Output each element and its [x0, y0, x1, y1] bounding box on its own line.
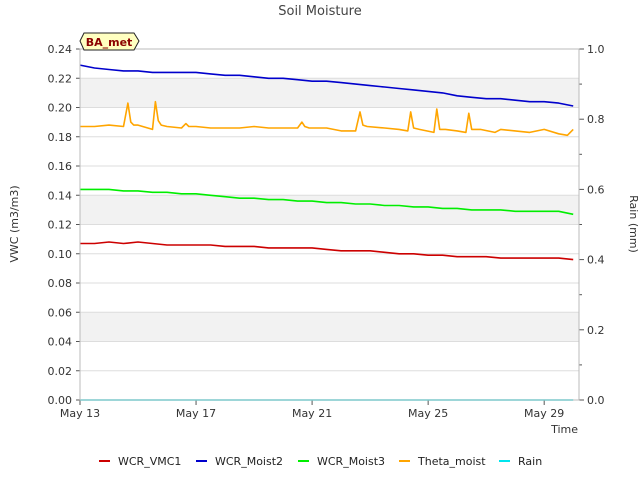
x-tick-label: May 13	[60, 407, 100, 420]
legend-label: WCR_VMC1	[118, 455, 181, 468]
y-tick-label: 0.02	[48, 365, 73, 378]
plot-background-bands	[80, 48, 579, 401]
y-axis-label: VWC (m3/m3)	[8, 185, 21, 262]
y-axis-ticks: 0.00 0.02 0.04 0.06 0.08 0.10 0.12 0.14 0.16 0.18…	[48, 43, 80, 407]
series-lines	[79, 64, 574, 401]
y-tick-label: 0.22	[48, 72, 73, 85]
site-badge-shape	[79, 32, 140, 51]
x-tick-label: May 29	[524, 407, 564, 420]
y2-tick-label: 0.8	[587, 113, 605, 126]
y2-tick-label: 0.6	[587, 183, 605, 196]
y2-tick-label: 0.0	[587, 394, 605, 407]
x-tick-label: May 25	[408, 407, 448, 420]
y-tick-label: 0.12	[48, 219, 73, 232]
y2-tick-label: 0.4	[587, 254, 605, 267]
legend-label: Rain	[518, 455, 542, 468]
y-tick-label: 0.06	[48, 306, 73, 319]
y2-axis-label: Rain (mm)	[627, 195, 640, 253]
y2-tick-label: 0.2	[587, 324, 605, 337]
y-tick-label: 0.08	[48, 277, 73, 290]
legend-label: Theta_moist	[417, 455, 486, 468]
site-badge-label: BA_met	[86, 36, 133, 49]
y-tick-label: 0.18	[48, 131, 73, 144]
site-badge: BA_met	[79, 32, 140, 51]
x-tick-label: May 21	[292, 407, 332, 420]
y-tick-label: 0.00	[48, 394, 73, 407]
chart-title: Soil Moisture	[278, 4, 362, 19]
y-tick-label: 0.16	[48, 160, 73, 173]
series-line-wcr-vmc1	[80, 241, 574, 261]
series-line-wcr-moist3	[80, 188, 574, 216]
legend-label: WCR_Moist2	[215, 455, 283, 468]
y-tick-label: 0.04	[48, 336, 73, 349]
background-band	[80, 312, 579, 342]
legend: WCR_VMC1 WCR_Moist2 WCR_Moist3 Theta_moist R…	[99, 455, 542, 468]
background-band	[80, 78, 579, 108]
x-axis-label: Time	[550, 423, 578, 436]
y2-tick-label: 1.0	[587, 43, 605, 56]
series-line-theta-moist	[80, 100, 574, 137]
y-tick-label: 0.10	[48, 248, 73, 261]
background-band	[80, 370, 579, 400]
y-tick-label: 0.20	[48, 102, 73, 115]
y2-axis-ticks: 0.0 0.2 0.4 0.6 0.8 1.0	[579, 43, 605, 407]
background-band	[80, 253, 579, 283]
plot-area-border	[79, 48, 580, 401]
legend-label: WCR_Moist3	[317, 455, 385, 468]
y-tick-label: 0.24	[48, 43, 73, 56]
y-tick-label: 0.14	[48, 189, 73, 202]
x-tick-label: May 17	[176, 407, 216, 420]
series-line-wcr-moist2	[79, 64, 574, 107]
background-band	[80, 136, 579, 166]
x-axis-ticks: May 13 May 17 May 21 May 25 May 29	[60, 400, 564, 420]
